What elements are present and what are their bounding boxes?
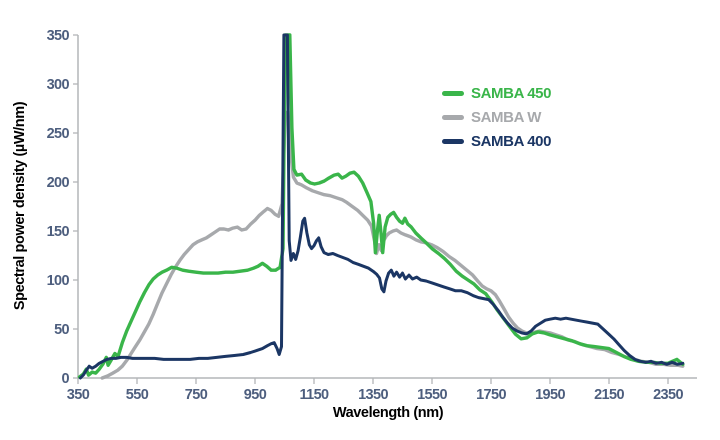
legend-item-samba-400: SAMBA 400 [442, 133, 551, 150]
legend-line-swatch [442, 115, 464, 120]
y-tick-label: 0 [62, 371, 70, 387]
y-tick-label: 50 [54, 322, 69, 338]
legend-label: SAMBA W [471, 109, 541, 126]
legend-item-samba-w: SAMBA W [442, 109, 551, 126]
x-tick-label: 550 [126, 387, 149, 403]
y-tick-label: 300 [47, 77, 70, 93]
legend-item-samba-450: SAMBA 450 [442, 85, 551, 102]
x-tick-label: 1550 [417, 387, 447, 403]
x-tick-label: 2150 [594, 387, 624, 403]
legend-label: SAMBA 400 [471, 133, 552, 150]
x-tick-label: 1750 [476, 387, 506, 403]
y-tick-label: 350 [47, 28, 70, 44]
x-tick-label: 750 [185, 387, 208, 403]
series-line-samba-450 [77, 33, 685, 379]
x-tick-label: 1150 [299, 387, 329, 403]
y-tick-label: 200 [47, 175, 70, 191]
legend-line-swatch [442, 139, 464, 144]
x-tick-label: 2350 [653, 387, 683, 403]
legend: SAMBA 450 SAMBA W SAMBA 400 [442, 85, 551, 157]
series-line-samba-w [100, 109, 685, 380]
x-tick-label: 1950 [535, 387, 565, 403]
series-line-samba-400 [78, 33, 685, 380]
x-axis-title: Wavelength (nm) [332, 405, 444, 421]
y-axis-title: Spectral power density (µW/nm) [12, 101, 28, 311]
legend-line-swatch [442, 91, 464, 96]
y-tick-label: 100 [47, 273, 70, 289]
y-tick-label: 150 [47, 224, 70, 240]
x-tick-label: 950 [244, 387, 267, 403]
x-tick-label: 350 [67, 387, 90, 403]
y-tick-label: 250 [47, 126, 70, 142]
legend-label: SAMBA 450 [471, 85, 552, 102]
x-tick-label: 1350 [358, 387, 388, 403]
